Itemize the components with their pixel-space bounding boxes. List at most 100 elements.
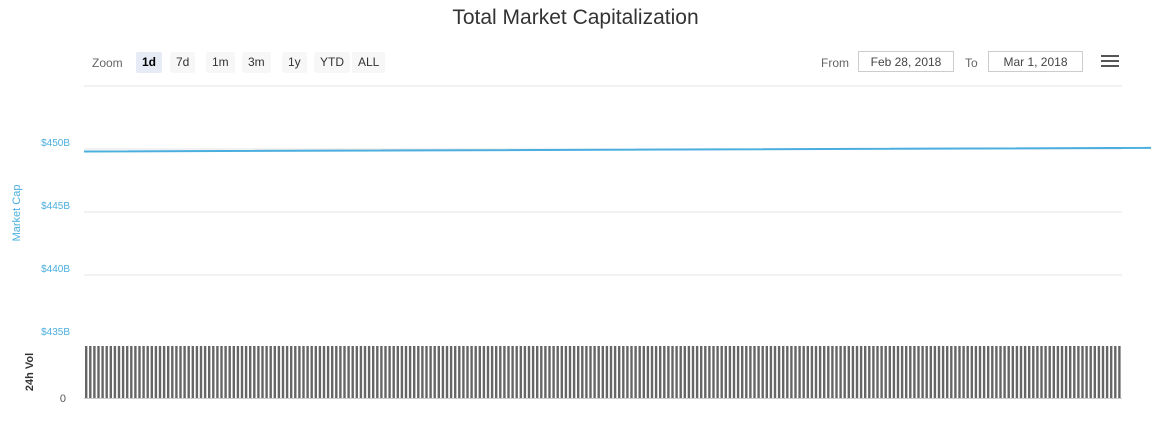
volume-bar [437, 346, 440, 398]
volume-bar [392, 346, 395, 398]
volume-bar [421, 346, 424, 398]
volume-bar [158, 346, 162, 398]
volume-bar [162, 346, 166, 398]
zoom-1m-button[interactable]: 1m [206, 52, 235, 73]
volume-bar [929, 346, 932, 398]
zoom-1y-button[interactable]: 1y [282, 52, 307, 73]
volume-bar [203, 346, 207, 398]
volume-bar [720, 346, 723, 398]
volume-bar [855, 346, 859, 398]
volume-bar [581, 346, 584, 398]
volume-bar [224, 346, 227, 398]
chart-title: Total Market Capitalization [452, 6, 699, 29]
volume-bar [408, 346, 412, 398]
volume-bar [269, 346, 272, 398]
volume-bar [933, 346, 937, 398]
volume-bar [605, 346, 609, 398]
volume-bar [847, 346, 850, 398]
y-axis-title: Market Cap [11, 185, 23, 242]
volume-bar [458, 346, 461, 398]
volume-bar [228, 346, 231, 398]
volume-bar [97, 346, 100, 398]
from-date-input[interactable]: Feb 28, 2018 [858, 51, 954, 72]
volume-bar [646, 346, 650, 398]
volume-bar [802, 346, 805, 398]
volume-bar [777, 346, 781, 398]
y-tick-label: $445B [41, 201, 70, 212]
volume-bar [1114, 346, 1117, 398]
y-tick-label: $440B [41, 264, 70, 275]
volume-bar [89, 346, 92, 398]
volume-bar [273, 346, 276, 398]
volume-bar [864, 346, 867, 398]
volume-bar [101, 346, 104, 398]
volume-bar [708, 346, 711, 398]
hamburger-menu-icon[interactable] [1101, 55, 1119, 69]
volume-bar [597, 346, 600, 398]
volume-bar [982, 346, 986, 398]
volume-bar [896, 346, 900, 398]
volume-bar [441, 346, 445, 398]
zoom-1d-button[interactable]: 1d [136, 52, 163, 73]
volume-bar [367, 346, 371, 398]
volume-bar [1110, 346, 1113, 398]
volume-bar [773, 346, 777, 398]
volume-bar [704, 346, 707, 398]
volume-bar [810, 346, 814, 398]
volume-axis-title: 24h Vol [24, 353, 36, 391]
volume-bar [474, 346, 477, 398]
volume-bar [683, 346, 686, 398]
volume-bar [700, 346, 703, 398]
volume-bar [732, 346, 736, 398]
volume-bar [675, 346, 678, 398]
volume-bar [1069, 346, 1072, 398]
volume-bar [995, 346, 998, 398]
volume-bar [232, 346, 235, 398]
volume-bar [134, 346, 137, 398]
volume-bar [433, 346, 436, 398]
volume-bar [937, 346, 941, 398]
volume-bar [618, 346, 621, 398]
volume-bar [572, 346, 576, 398]
volume-bar [490, 346, 494, 398]
volume-bar [659, 346, 662, 398]
volume-bar [302, 346, 305, 398]
volume-bar [339, 346, 342, 398]
volume-bar [1044, 346, 1047, 398]
volume-bar [884, 346, 887, 398]
volume-bar [540, 346, 543, 398]
volume-bar [126, 346, 129, 398]
zoom-7d-button[interactable]: 7d [170, 52, 196, 73]
volume-bar [154, 346, 158, 398]
zoom-all-button[interactable]: ALL [352, 52, 386, 73]
volume-bar [388, 346, 391, 398]
zoom-3m-button[interactable]: 3m [242, 52, 271, 73]
volume-bar [974, 346, 978, 398]
volume-bar [568, 346, 572, 398]
volume-bar [736, 346, 740, 398]
volume-bar [601, 346, 604, 398]
to-date-input[interactable]: Mar 1, 2018 [988, 51, 1083, 72]
volume-bar [630, 346, 633, 398]
volume-bar [175, 346, 178, 398]
volume-bar [991, 346, 994, 398]
volume-bar [900, 346, 904, 398]
volume-bar [187, 346, 190, 398]
volume-bar [1101, 346, 1105, 398]
volume-bar [823, 346, 826, 398]
volume-bar [1007, 346, 1010, 398]
volume-bar [946, 346, 949, 398]
volume-bar [183, 346, 186, 398]
volume-bar [1015, 346, 1019, 398]
volume-bar [749, 346, 752, 398]
volume-bar [954, 346, 957, 398]
volume-bar [843, 346, 846, 398]
volume-bar [527, 346, 531, 398]
volume-bar [335, 346, 338, 398]
volume-bar [1003, 346, 1006, 398]
zoom-ytd-button[interactable]: YTD [314, 52, 350, 73]
volume-bar [757, 346, 760, 398]
volume-bar [495, 346, 498, 398]
volume-bar [970, 346, 973, 398]
volume-bar [909, 346, 912, 398]
